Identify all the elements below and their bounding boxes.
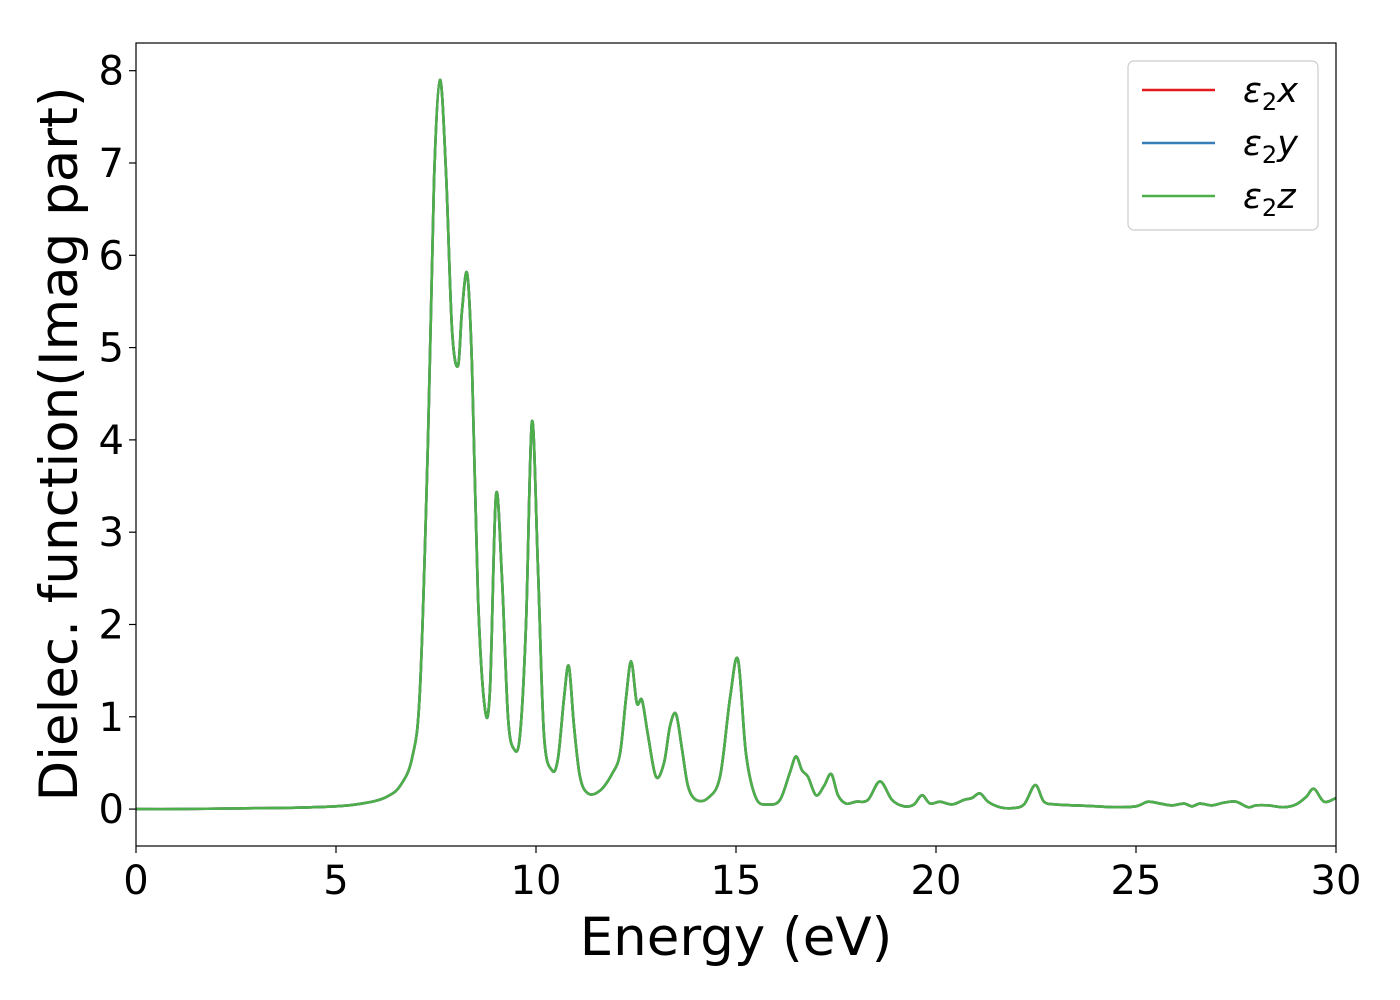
x-tick-label: 25: [1111, 858, 1162, 904]
x-tick-label: 5: [323, 858, 348, 904]
legend-symbol: ε: [1243, 71, 1262, 111]
x-tick-label: 15: [711, 858, 762, 904]
legend-subscript: 2: [1262, 141, 1277, 169]
y-axis-label: Dielec. function(Imag part): [29, 86, 90, 801]
legend-axis: y: [1276, 124, 1299, 164]
legend-symbol: ε: [1243, 124, 1262, 164]
legend-symbol: ε: [1243, 177, 1262, 217]
y-tick-label: 6: [99, 233, 124, 279]
y-tick-label: 3: [99, 510, 124, 556]
x-tick-label: 20: [911, 858, 962, 904]
legend-axis: z: [1276, 177, 1296, 217]
y-tick-label: 2: [99, 602, 124, 648]
y-tick-label: 1: [99, 695, 124, 741]
y-tick-label: 7: [99, 141, 124, 187]
y-tick-label: 8: [99, 49, 124, 95]
y-tick-label: 4: [99, 418, 124, 464]
series-layer: [136, 78, 1336, 811]
x-tick-label: 30: [1311, 858, 1362, 904]
x-tick-label: 0: [123, 858, 148, 904]
legend-axis: x: [1276, 71, 1298, 111]
legend-label-x: ε2x: [1243, 71, 1298, 116]
legend-subscript: 2: [1262, 88, 1277, 116]
x-axis: 0 5 10 15 20 25 30: [123, 846, 1361, 904]
legend-subscript: 2: [1262, 194, 1277, 222]
series-line-3: [136, 78, 1336, 811]
y-axis: 0 1 2 3 4 5 6 7 8: [99, 49, 136, 833]
x-tick-label: 10: [511, 858, 562, 904]
legend-label-z: ε2z: [1243, 177, 1296, 222]
y-tick-label: 0: [99, 787, 124, 833]
y-tick-label: 5: [99, 326, 124, 372]
legend-box: [1127, 60, 1319, 231]
plot-area: [135, 42, 1337, 847]
legend-label-y: ε2y: [1243, 124, 1299, 169]
x-axis-label: Energy (eV): [580, 907, 893, 968]
